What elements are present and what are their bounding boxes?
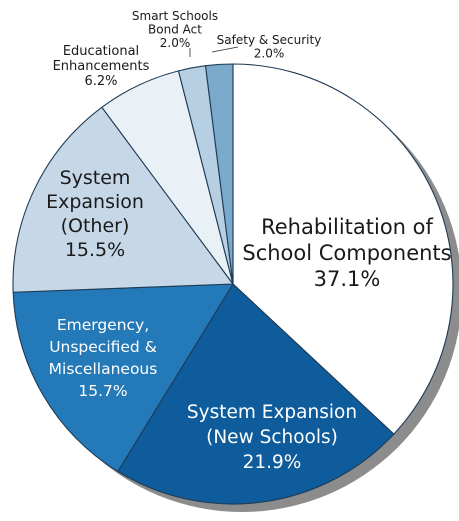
slice-value: 6.2% — [84, 74, 117, 89]
slice-label-line: School Components — [242, 241, 451, 265]
slice-value: 21.9% — [243, 452, 302, 473]
slice-label-line: Safety & Security — [217, 33, 322, 47]
slice-label: Educational Enhancements 6.2% — [53, 44, 150, 89]
pie-slice — [12, 283, 234, 473]
leader-line — [211, 46, 239, 53]
slice-label-line: (New Schools) — [206, 427, 338, 448]
slice-label: System Expansion (New Schools) 21.9% — [187, 402, 357, 473]
slice-label-line: Emergency, — [57, 316, 149, 334]
slice-value: 2.0% — [160, 36, 191, 50]
pie-slice — [204, 63, 234, 285]
slice-label-line: Bond Act — [148, 23, 202, 37]
slice-label-line: Enhancements — [53, 59, 150, 74]
slice-label: Safety & Security 2.0% — [217, 33, 322, 61]
slice-value: 15.7% — [78, 382, 127, 400]
slice-label-line: Miscellaneous — [49, 360, 158, 378]
slice-label-line: Expansion — [46, 191, 144, 213]
slice-label-line: (Other) — [61, 215, 130, 237]
slice-label-line: System — [60, 167, 131, 189]
slice-label-line: System Expansion — [187, 402, 357, 423]
slice-label: Rehabilitation of School Components 37.1% — [242, 215, 451, 291]
slice-label: System Expansion (Other) 15.5% — [46, 167, 144, 261]
slice-label-line: Unspecified & — [49, 338, 157, 356]
slice-label-line: Educational — [63, 44, 139, 59]
pie-slice — [12, 106, 234, 293]
slice-label: Emergency, Unspecified & Miscellaneous 15.7… — [49, 316, 158, 400]
slice-value: 15.5% — [65, 239, 125, 261]
slice-label-line: Rehabilitation of — [261, 215, 433, 239]
slice-label: Smart Schools Bond Act 2.0% — [132, 9, 218, 50]
pie-slice — [232, 63, 454, 435]
slice-value: 37.1% — [314, 267, 381, 291]
slice-label-line: Smart Schools — [132, 9, 218, 23]
pie-slice — [117, 283, 395, 505]
slice-value: 2.0% — [254, 47, 285, 61]
